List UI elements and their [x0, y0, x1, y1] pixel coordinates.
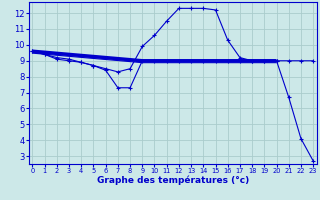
X-axis label: Graphe des températures (°c): Graphe des températures (°c) [97, 176, 249, 185]
